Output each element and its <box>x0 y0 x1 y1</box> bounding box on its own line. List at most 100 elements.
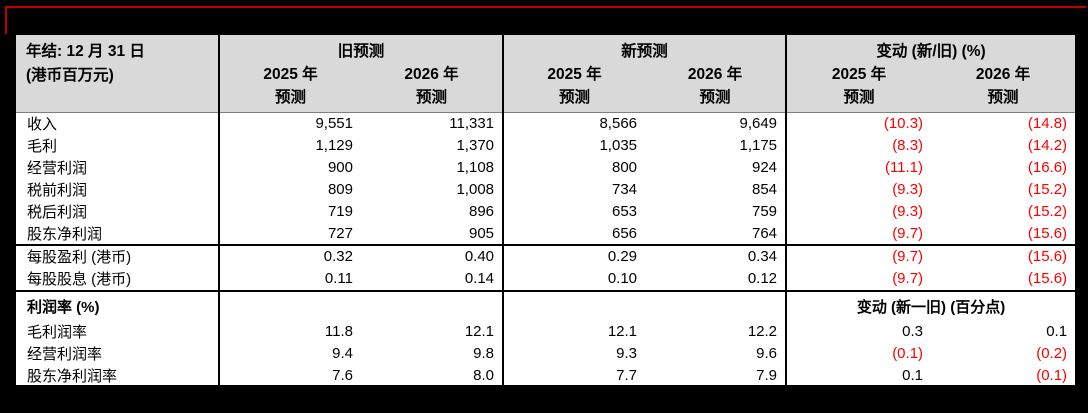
sub-col-header: 2025 年 预测 <box>502 63 646 113</box>
value-cell: 0.10 <box>502 267 646 292</box>
table-row: 毛利 1,129 1,370 1,035 1,175 (8.3) (14.2) <box>15 134 1076 157</box>
row-label: 利润率 (%) <box>27 298 100 316</box>
value-cell: 9,649 <box>739 115 778 133</box>
group-header-change: 变动 (新/旧) (%) <box>785 34 1077 63</box>
section-note: 变动 (新一旧) (百分点) <box>785 290 1077 321</box>
value-cell: (15.6) <box>931 267 1077 292</box>
value-cell: 0.12 <box>645 267 787 292</box>
value-cell: 9.8 <box>473 345 495 362</box>
value-cell: 653 <box>502 200 646 223</box>
value-cell: (15.2) <box>1027 181 1068 198</box>
value-cell: 1,175 <box>739 137 778 154</box>
table-body: 收入 9,551 11,331 8,566 9,649 (10.3) (14.8) 毛利 1,1… <box>15 112 1077 387</box>
value-cell: 1,108 <box>456 159 495 176</box>
value-cell: 1,370 <box>456 137 495 154</box>
value-cell: 764 <box>645 222 787 246</box>
value-cell: 924 <box>752 159 778 176</box>
value-cell: 0.11 <box>218 267 361 292</box>
sub-col-header: 2026 年 预测 <box>361 63 504 113</box>
value-cell: 734 <box>502 178 646 201</box>
sub-header-row: 2025 年 预测 2026 年 预测 2025 年 预测 2026 年 预测 … <box>15 63 1077 113</box>
sub-col-header: 2025 年 预测 <box>218 63 361 113</box>
value-cell: 809 <box>218 178 361 201</box>
empty-cell <box>361 291 503 321</box>
empty-cell <box>645 291 786 321</box>
value-cell: 900 <box>218 156 361 179</box>
row-label: 收入 <box>27 116 58 134</box>
value-cell: (9.3) <box>785 178 932 201</box>
group-header-new-forecast: 新预测 <box>502 34 787 63</box>
value-cell: 8.0 <box>473 366 495 384</box>
value-cell: 905 <box>361 222 504 246</box>
section-row: 利润率 (%) 变动 (新一旧) (百分点) <box>15 290 1077 321</box>
table-header: 年结: 12 月 31 日 (港币百万元) 旧预测 新预测 变动 (新/旧) (… <box>15 34 1077 113</box>
table-row: 毛利润率 11.8 12.1 12.1 12.2 0.3 0.1 <box>15 320 1076 343</box>
forecast-table: 年结: 12 月 31 日 (港币百万元) 旧预测 新预测 变动 (新/旧) (… <box>14 33 1078 388</box>
empty-cell <box>218 290 361 321</box>
value-cell: 800 <box>502 156 646 179</box>
corner-header-line2: (港币百万元) <box>26 67 114 84</box>
value-cell: 12.1 <box>464 323 495 340</box>
value-cell: 0.40 <box>464 248 495 265</box>
value-cell: (15.6) <box>1027 248 1068 265</box>
row-label: 每股股息 (港币) <box>15 267 219 292</box>
group-header-old-forecast: 旧预测 <box>217 34 504 63</box>
value-cell: 854 <box>752 181 778 198</box>
value-cell: (15.6) <box>931 222 1077 246</box>
group-header-row: 年结: 12 月 31 日 (港币百万元) 旧预测 新预测 变动 (新/旧) (… <box>15 34 1077 113</box>
value-cell: (9.3) <box>785 200 932 223</box>
corner-header: 年结: 12 月 31 日 (港币百万元) <box>15 34 220 113</box>
value-cell: (16.6) <box>1027 159 1068 176</box>
value-cell: 1,008 <box>456 181 495 198</box>
row-label: 每股盈利 (港币) <box>27 249 132 266</box>
financial-table: 年结: 12 月 31 日 (港币百万元) 旧预测 新预测 变动 (新/旧) (… <box>14 33 1078 388</box>
value-cell: (8.3) <box>785 134 932 157</box>
table-row: 税后利润 719 896 653 759 (9.3) (15.2) <box>15 200 1076 223</box>
table-row: 股东净利润率 7.6 8.0 7.7 7.9 0.1 (0.1) <box>15 364 1076 387</box>
value-cell: 0.29 <box>502 244 646 268</box>
value-cell: 0.1 <box>1046 323 1068 340</box>
row-label: 股东净利润率 <box>27 367 118 385</box>
value-cell: (15.2) <box>1027 203 1068 220</box>
table-row: 每股股息 (港币) 0.11 0.14 0.10 0.12 (9.7) (15.6) <box>15 267 1077 292</box>
row-label: 毛利 <box>27 138 58 155</box>
value-cell: 0.3 <box>785 320 932 343</box>
table-row: 收入 9,551 11,331 8,566 9,649 (10.3) (14.8) <box>15 112 1076 135</box>
value-cell: 0.32 <box>218 244 361 268</box>
value-cell: 9.4 <box>218 342 361 365</box>
red-callout-bracket <box>5 6 1086 34</box>
empty-cell <box>502 290 646 321</box>
row-label: 税前利润 <box>27 182 88 199</box>
value-cell: 11.8 <box>218 320 361 343</box>
value-cell: (9.7) <box>785 244 932 268</box>
table-row: 每股盈利 (港币) 0.32 0.40 0.29 0.34 (9.7) (15.6) <box>15 244 1076 268</box>
value-cell: (9.7) <box>785 222 932 246</box>
table-row: 股东净利润 727 905 656 764 (9.7) (15.6) <box>15 222 1077 246</box>
value-cell: 12.2 <box>747 323 778 340</box>
value-cell: 1,129 <box>218 134 361 157</box>
value-cell: 727 <box>218 222 361 246</box>
value-cell: 0.14 <box>361 267 504 292</box>
value-cell: (0.2) <box>1036 345 1068 362</box>
value-cell: 12.1 <box>502 320 646 343</box>
row-label: 毛利润率 <box>27 324 88 341</box>
table-row: 税前利润 809 1,008 734 854 (9.3) (15.2) <box>15 178 1076 201</box>
sub-col-header: 2026 年 预测 <box>931 63 1077 113</box>
row-label: 经营利润 <box>27 160 88 177</box>
value-cell: 0.1 <box>785 364 932 387</box>
value-cell: 759 <box>752 203 778 220</box>
value-cell: (14.8) <box>1027 115 1068 133</box>
value-cell: 0.34 <box>747 248 778 265</box>
table-row: 经营利润 900 1,108 800 924 (11.1) (16.6) <box>15 156 1076 179</box>
value-cell: 9.6 <box>756 345 778 362</box>
row-label: 税后利润 <box>27 204 88 221</box>
sub-col-header: 2025 年 预测 <box>785 63 932 113</box>
sub-col-header: 2026 年 预测 <box>645 63 787 113</box>
corner-header-line1: 年结: 12 月 31 日 <box>26 43 145 60</box>
value-cell: 1,035 <box>502 134 646 157</box>
value-cell: 7.9 <box>756 366 778 384</box>
value-cell: 7.6 <box>218 364 361 387</box>
value-cell: (10.3) <box>785 112 932 135</box>
value-cell: 9,551 <box>218 112 361 135</box>
